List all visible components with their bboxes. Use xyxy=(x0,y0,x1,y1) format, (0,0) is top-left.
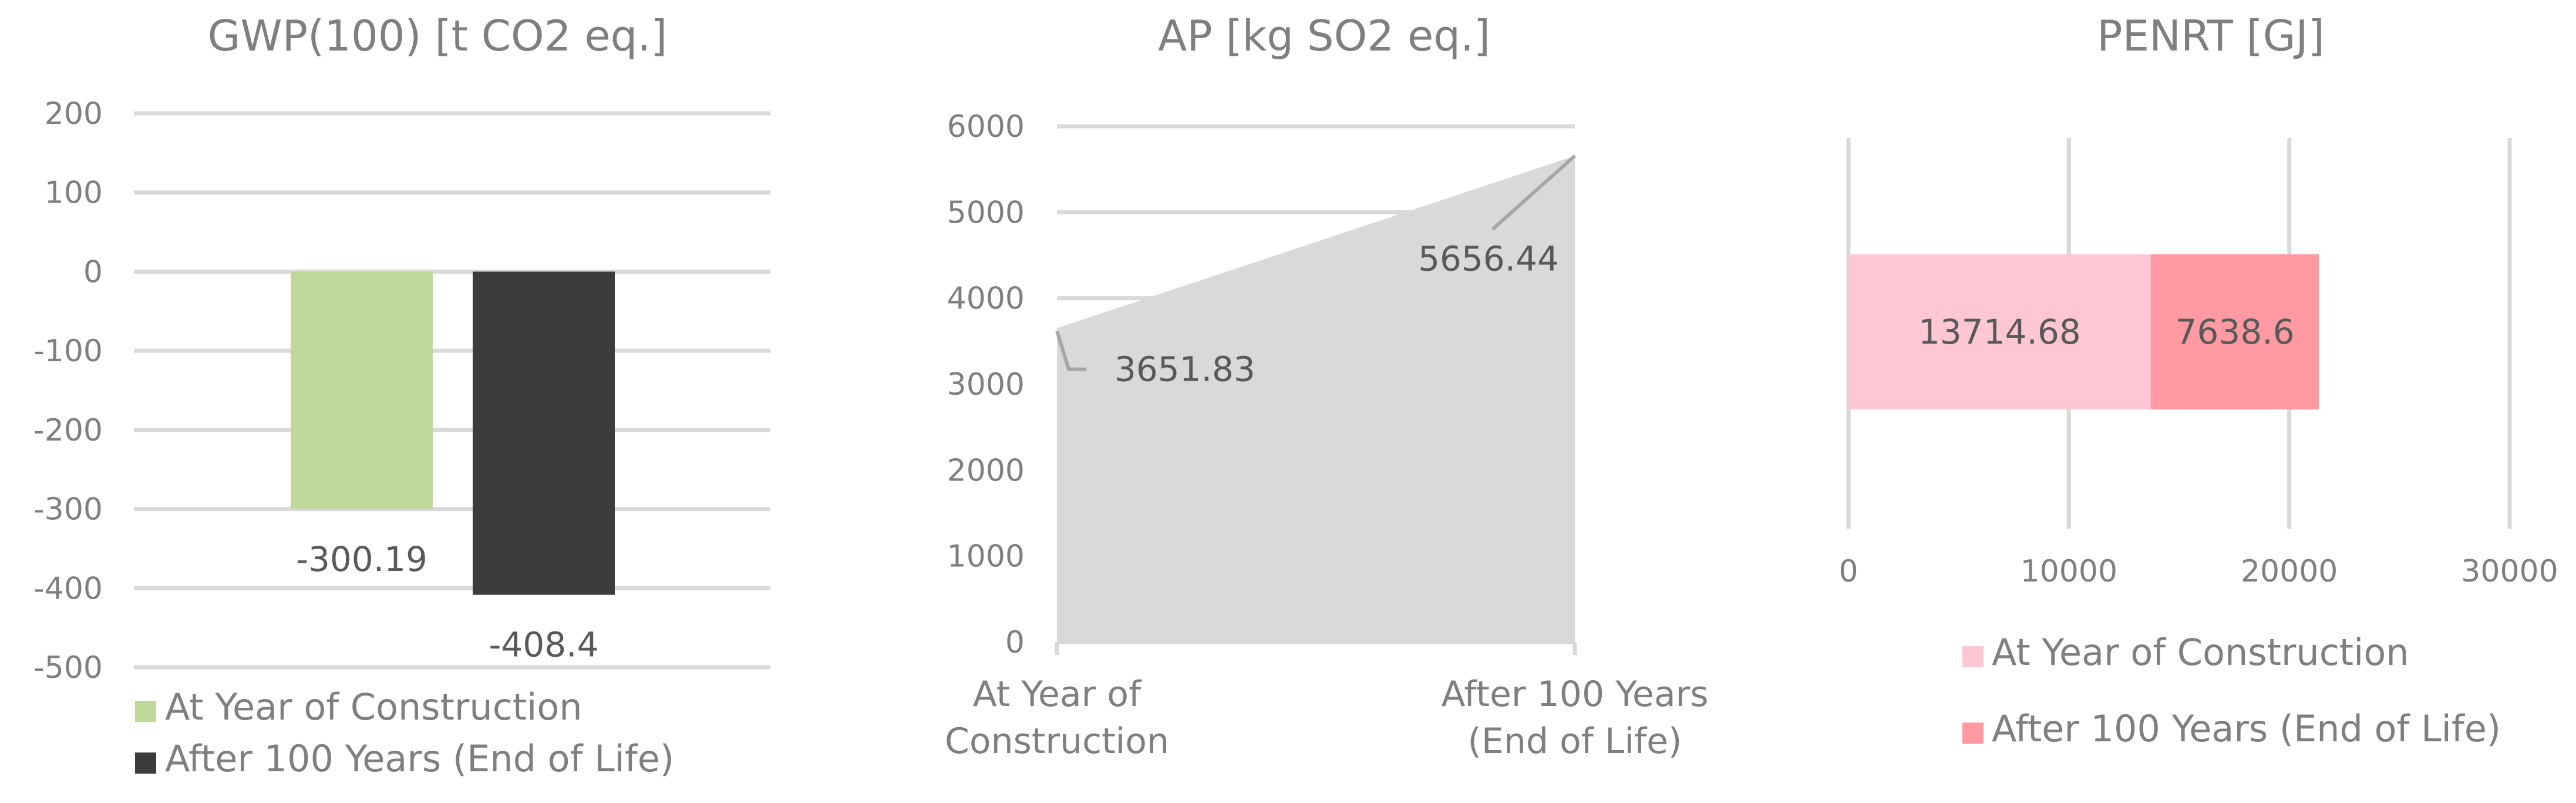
ap-y-tick-label: 3000 xyxy=(947,367,1025,402)
penrt-bar-segment xyxy=(2150,254,2319,409)
gwp-data-label: -300.19 xyxy=(296,539,427,579)
ap-leader-line xyxy=(1491,154,1576,231)
gwp-chart: GWP(100) [t CO2 eq.] 200 100 0 -100 -200 -300… xyxy=(33,11,770,780)
gwp-y-tick-label: -300 xyxy=(33,492,103,528)
ap-chart: AP [kg SO2 eq.] 0 1000 2000 3000 4000 5000 600… xyxy=(945,11,1709,762)
penrt-legend-label: At Year of Construction xyxy=(1992,631,2409,674)
ap-data-label: 5656.44 xyxy=(1418,238,1559,278)
ap-chart-title: AP [kg SO2 eq.] xyxy=(1158,11,1490,61)
gwp-y-tick-label: -200 xyxy=(33,413,103,448)
gwp-bar xyxy=(291,271,433,509)
gwp-legend-swatch xyxy=(135,752,156,774)
penrt-legend-swatch xyxy=(1962,723,1984,744)
gwp-legend-label: At Year of Construction xyxy=(165,686,582,728)
penrt-chart: PENRT [GJ] 0 10000 20000 30000 13714.68 7638.… xyxy=(1838,11,2558,750)
ap-y-tick-label: 1000 xyxy=(947,539,1025,574)
ap-leader-line xyxy=(1055,330,1086,371)
penrt-data-label: 7638.6 xyxy=(2176,312,2295,352)
gwp-y-tick-label: -400 xyxy=(33,571,103,606)
gwp-y-tick-label: -100 xyxy=(33,334,103,369)
ap-y-tick-label: 2000 xyxy=(947,453,1025,488)
gwp-bar xyxy=(473,271,615,595)
gwp-y-tick-label: 100 xyxy=(45,176,103,211)
penrt-x-tick-label: 20000 xyxy=(2241,554,2338,589)
penrt-legend-label: After 100 Years (End of Life) xyxy=(1992,707,2501,750)
ap-area xyxy=(1057,156,1575,642)
ap-y-tick-label: 6000 xyxy=(947,109,1025,145)
penrt-x-tick-label: 30000 xyxy=(2461,554,2558,589)
ap-data-label: 3651.83 xyxy=(1114,350,1255,389)
gwp-y-tick-label: -500 xyxy=(33,650,103,686)
ap-x-category-label: After 100 Years xyxy=(1441,674,1708,715)
penrt-chart-title: PENRT [GJ] xyxy=(2097,11,2325,61)
ap-x-category-label: Construction xyxy=(945,721,1169,762)
gwp-legend-swatch xyxy=(135,701,156,722)
penrt-x-tick-label: 10000 xyxy=(2021,554,2117,589)
ap-x-category-label: At Year of xyxy=(973,674,1142,715)
ap-y-tick-label: 0 xyxy=(1005,625,1025,660)
gwp-y-tick-label: 200 xyxy=(45,96,103,132)
gwp-chart-title: GWP(100) [t CO2 eq.] xyxy=(208,11,668,61)
penrt-data-label: 13714.68 xyxy=(1918,312,2081,352)
gwp-data-label: -408.4 xyxy=(489,625,599,665)
penrt-bar-segment xyxy=(1848,254,2151,409)
ap-x-category-label: (End of Life) xyxy=(1468,721,1682,762)
gwp-legend-label: After 100 Years (End of Life) xyxy=(165,737,674,780)
penrt-legend-swatch xyxy=(1962,646,1984,667)
gwp-y-tick-label: 0 xyxy=(83,254,103,290)
penrt-x-tick-label: 0 xyxy=(1838,554,1858,589)
ap-y-tick-label: 4000 xyxy=(947,281,1025,317)
ap-y-tick-label: 5000 xyxy=(947,195,1025,230)
